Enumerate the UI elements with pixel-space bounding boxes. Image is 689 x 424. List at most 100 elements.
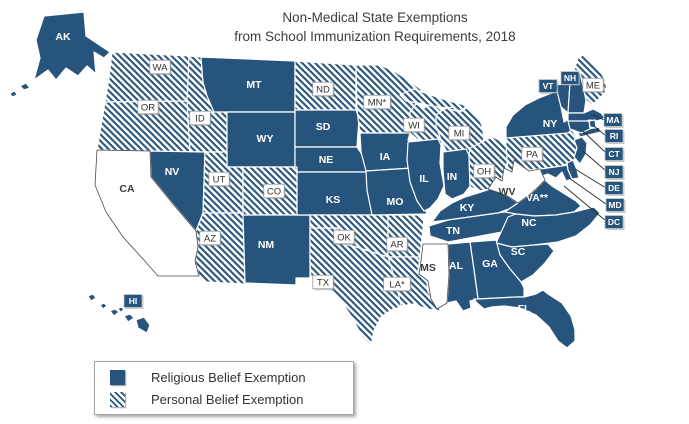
leader-line-ma xyxy=(592,114,605,121)
svg-text:MA: MA xyxy=(606,115,619,125)
legend-item-personal[interactable]: Personal Belief Exemption xyxy=(95,388,353,410)
svg-text:ND: ND xyxy=(316,85,330,96)
svg-text:VT: VT xyxy=(543,81,555,91)
state-TX[interactable] xyxy=(309,227,407,347)
state-label-nh: NH xyxy=(560,71,581,86)
state-label-or: OR xyxy=(137,99,160,116)
state-label-dc: DC xyxy=(604,215,625,230)
svg-text:FL: FL xyxy=(518,303,531,315)
svg-text:ME: ME xyxy=(586,81,600,92)
state-MS[interactable] xyxy=(418,243,450,310)
state-label-wv: WV xyxy=(499,186,516,198)
svg-text:CA: CA xyxy=(119,183,135,195)
state-label-wi: WI xyxy=(403,117,426,134)
svg-text:AK: AK xyxy=(55,31,71,43)
leader-line-nj xyxy=(582,150,607,172)
state-label-il: IL xyxy=(419,173,429,185)
svg-text:WY: WY xyxy=(257,133,274,145)
svg-text:WA: WA xyxy=(153,63,169,74)
state-label-oh: OH xyxy=(473,163,496,180)
state-label-ny: NY xyxy=(543,118,558,130)
state-IL[interactable] xyxy=(406,138,445,212)
legend-item-religious[interactable]: Religious Belief Exemption xyxy=(95,366,353,388)
svg-text:HI: HI xyxy=(129,296,138,306)
state-label-wa: WA xyxy=(149,59,172,76)
state-WA[interactable] xyxy=(104,51,191,103)
state-MD[interactable] xyxy=(539,164,573,182)
svg-text:NY: NY xyxy=(543,118,558,130)
svg-text:NV: NV xyxy=(165,166,180,178)
svg-text:WV: WV xyxy=(499,186,516,198)
map-title-line1: Non-Medical State Exemptions xyxy=(282,10,468,25)
state-HI[interactable] xyxy=(87,293,151,334)
svg-text:MS: MS xyxy=(420,262,436,274)
state-label-tn: TN xyxy=(446,225,460,237)
legend-label-religious: Religious Belief Exemption xyxy=(151,369,306,385)
state-label-ok: OK xyxy=(333,229,356,246)
svg-text:AZ: AZ xyxy=(204,234,216,245)
map-title-line2: from School Immunization Requirements, 2… xyxy=(234,29,516,44)
legend: Religious Belief Exemption Personal Beli… xyxy=(94,361,354,415)
svg-text:KY: KY xyxy=(460,202,475,214)
state-CT[interactable] xyxy=(567,120,591,134)
state-label-mt: MT xyxy=(246,79,262,91)
state-label-vt: VT xyxy=(538,79,559,94)
state-label-ca: CA xyxy=(119,183,135,195)
state-label-ky: KY xyxy=(460,202,475,214)
svg-text:AR: AR xyxy=(390,240,403,251)
state-label-ut: UT xyxy=(208,171,231,188)
state-label-al: AL xyxy=(449,260,464,272)
svg-text:NC: NC xyxy=(521,217,537,229)
state-WV[interactable] xyxy=(487,159,546,204)
state-label-ks: KS xyxy=(326,194,341,206)
leader-line-md xyxy=(568,177,607,205)
state-FL[interactable] xyxy=(473,289,576,349)
state-label-mi: MI xyxy=(448,125,471,142)
state-label-hi: HI xyxy=(123,294,144,309)
legend-label-personal: Personal Belief Exemption xyxy=(151,391,304,407)
svg-text:DE: DE xyxy=(608,183,620,193)
state-AK[interactable] xyxy=(9,11,111,98)
svg-text:WI: WI xyxy=(408,121,420,132)
state-label-ak: AK xyxy=(55,31,71,43)
state-label-md: MD xyxy=(605,198,626,213)
state-SD[interactable] xyxy=(294,109,360,148)
state-label-ia: IA xyxy=(380,151,391,163)
state-label-nv: NV xyxy=(165,166,180,178)
state-NJ[interactable] xyxy=(573,136,588,165)
state-label-ct: CT xyxy=(604,147,625,162)
state-label-ri: RI xyxy=(604,129,625,144)
state-label-me: ME xyxy=(582,77,605,94)
svg-text:OR: OR xyxy=(141,103,155,114)
state-label-va: VA** xyxy=(526,192,549,204)
svg-text:NE: NE xyxy=(319,154,334,166)
svg-text:GA: GA xyxy=(482,258,498,270)
svg-text:CO: CO xyxy=(267,187,281,198)
svg-text:UT: UT xyxy=(213,175,226,186)
state-AZ[interactable] xyxy=(194,212,246,285)
state-label-az: AZ xyxy=(199,230,222,247)
state-label-nc: NC xyxy=(521,217,537,229)
state-label-pa: PA xyxy=(521,146,544,163)
state-IN[interactable] xyxy=(442,148,471,200)
state-NM[interactable] xyxy=(242,214,311,286)
state-CA[interactable] xyxy=(94,149,200,277)
svg-text:SC: SC xyxy=(511,246,526,258)
legend-swatch-solid xyxy=(110,369,125,385)
leader-line-de xyxy=(574,168,607,189)
state-label-tx: TX xyxy=(312,274,335,291)
svg-text:OH: OH xyxy=(477,167,491,178)
svg-text:CT: CT xyxy=(608,149,620,159)
svg-text:TN: TN xyxy=(446,225,460,237)
svg-text:LA*: LA* xyxy=(389,280,405,291)
state-label-la: LA* xyxy=(383,276,412,293)
svg-text:MO: MO xyxy=(387,196,404,208)
svg-text:MI: MI xyxy=(454,129,465,140)
state-label-ma: MA xyxy=(603,113,624,128)
svg-text:IL: IL xyxy=(419,173,429,185)
svg-text:AL: AL xyxy=(449,260,464,272)
state-label-fl: FL xyxy=(518,303,531,315)
svg-text:MT: MT xyxy=(246,79,262,91)
state-label-nd: ND xyxy=(312,81,335,98)
